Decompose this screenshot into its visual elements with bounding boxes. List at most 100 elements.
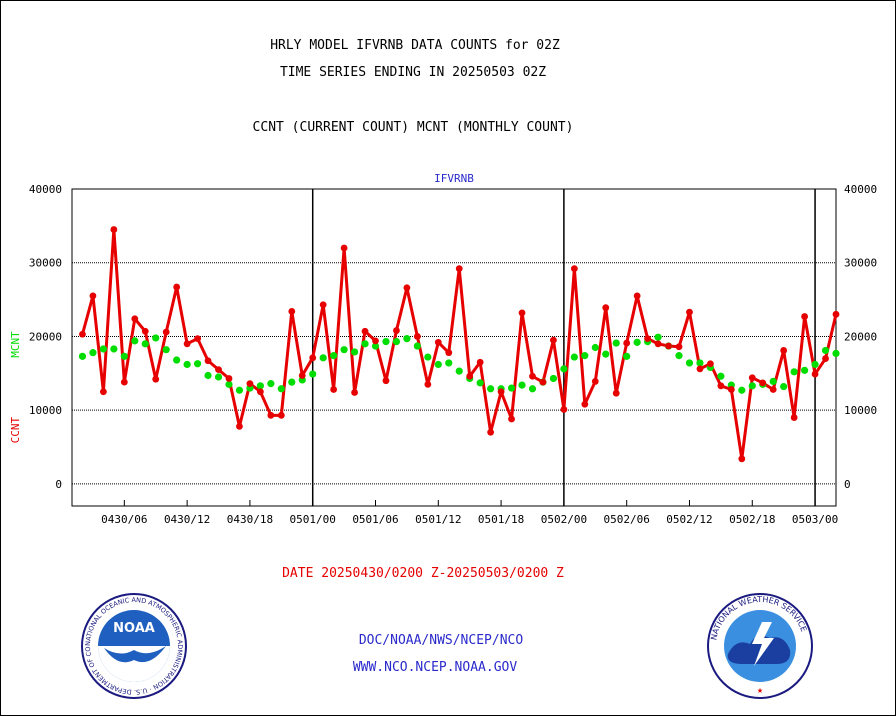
- ccnt-point: [413, 333, 421, 340]
- ccnt-point: [696, 365, 704, 373]
- series-lines: [81, 228, 838, 461]
- ccnt-point: [581, 400, 589, 408]
- org-link[interactable]: DOC/NOAA/NWS/NCEP/NCO: [358, 633, 524, 648]
- ccnt-point: [665, 342, 672, 350]
- chart-title-line2: TIME SERIES ENDING IN 20250503 02Z: [279, 65, 547, 80]
- mcnt-point: [821, 346, 830, 355]
- x-tick-label: 0502/06: [604, 513, 650, 526]
- x-tick-label: 0501/00: [290, 513, 336, 526]
- mcnt-point: [99, 345, 107, 353]
- ccnt-point: [602, 304, 610, 312]
- ccnt-point: [110, 226, 118, 233]
- x-tick-label: 0501/12: [415, 513, 461, 526]
- ccnt-point: [727, 386, 735, 393]
- mcnt-point: [780, 382, 788, 391]
- ccnt-point: [811, 370, 819, 378]
- ccnt-point: [466, 372, 474, 380]
- y-tick-label-right: 30000: [844, 257, 877, 270]
- ccnt-point: [120, 378, 128, 386]
- ccnt-point: [173, 283, 181, 291]
- ccnt-point: [236, 422, 243, 430]
- ccnt-point: [822, 355, 829, 362]
- mcnt-point: [288, 378, 296, 386]
- mcnt-point: [183, 360, 191, 369]
- x-tick-label: 0430/12: [164, 513, 210, 526]
- mcnt-point: [560, 365, 568, 373]
- ccnt-point: [225, 375, 233, 382]
- mcnt-point: [424, 353, 432, 361]
- ccnt-point: [623, 339, 631, 347]
- mcnt-point: [790, 368, 798, 376]
- ccnt-point: [246, 380, 254, 388]
- mcnt-point: [361, 340, 369, 348]
- mcnt-point: [612, 339, 620, 347]
- ccnt-point: [476, 358, 484, 366]
- mcnt-point: [403, 335, 411, 343]
- mcnt-point: [476, 379, 484, 387]
- date-range-label: DATE 20250430/0200 Z-20250503/0200 Z: [282, 566, 564, 581]
- ccnt-point: [497, 388, 505, 396]
- plot-frame: [71, 188, 837, 507]
- y-tick-label-left: 30000: [29, 257, 62, 270]
- y-tick-label-left: 0: [55, 478, 62, 491]
- ccnt-point: [152, 375, 160, 383]
- mcnt-point: [110, 345, 118, 353]
- mcnt-point: [487, 385, 495, 393]
- mcnt-point: [570, 353, 578, 361]
- mcnt-point: [120, 352, 128, 360]
- mcnt-point: [591, 343, 599, 352]
- ccnt-point: [759, 379, 767, 387]
- mcnt-point: [256, 382, 264, 390]
- chart-title-line1: HRLY MODEL IFVRNB DATA COUNTS for 02Z: [270, 38, 560, 53]
- mcnt-point: [801, 366, 809, 374]
- mcnt-point: [162, 346, 170, 354]
- x-tick-label: 0501/18: [478, 513, 524, 526]
- ccnt-point: [518, 309, 526, 317]
- ccnt-point: [591, 378, 599, 385]
- mcnt-point: [675, 352, 683, 360]
- svg-text:★: ★: [757, 685, 763, 696]
- ccnt-point: [529, 372, 536, 380]
- ccnt-point: [298, 372, 306, 379]
- ccnt-point: [309, 354, 317, 362]
- mcnt-point: [309, 370, 317, 378]
- ccnt-point: [790, 414, 798, 421]
- mcnt-point: [738, 386, 746, 394]
- x-tick-label: 0502/00: [541, 513, 587, 526]
- x-tick-label: 0502/18: [729, 513, 775, 526]
- ccnt-point: [675, 343, 683, 351]
- time-series-chart: 0 0 10000 10000 20000 20000 30000 30000 40000 400…: [9, 172, 877, 526]
- mcnt-point: [330, 352, 338, 360]
- ccnt-point: [570, 265, 578, 273]
- ccnt-point: [79, 330, 86, 338]
- ccnt-point: [424, 380, 432, 388]
- mcnt-point: [235, 386, 244, 394]
- mcnt-point: [518, 381, 526, 389]
- axes: [71, 188, 837, 507]
- nws-logo-icon: NATIONAL WEATHER SERVICE ★: [707, 593, 813, 699]
- ccnt-point: [487, 428, 495, 436]
- ccnt-point: [455, 265, 463, 273]
- mcnt-point: [78, 352, 87, 360]
- mcnt-point: [225, 380, 233, 388]
- mcnt-point: [445, 359, 453, 367]
- x-tick-label: 0503/00: [792, 513, 838, 526]
- mcnt-point: [193, 360, 202, 368]
- mcnt-point: [434, 360, 442, 369]
- mcnt-point: [769, 377, 777, 386]
- ccnt-point: [738, 455, 746, 463]
- mcnt-point: [152, 334, 160, 342]
- ccnt-point: [560, 406, 568, 413]
- chart-inner-title: IFVRNB: [434, 172, 474, 185]
- noaa-wordmark: NOAA: [113, 621, 155, 636]
- x-tick-label: 0430/18: [227, 513, 273, 526]
- ccnt-point: [256, 388, 264, 396]
- mcnt-point: [748, 382, 756, 390]
- ccnt-point: [654, 340, 662, 348]
- ccnt-point: [832, 310, 840, 318]
- website-link[interactable]: WWW.NCO.NCEP.NOAA.GOV: [352, 660, 518, 675]
- mcnt-point: [832, 349, 840, 357]
- mcnt-point: [654, 333, 662, 341]
- mcnt-point: [371, 342, 380, 350]
- ccnt-point: [141, 327, 149, 335]
